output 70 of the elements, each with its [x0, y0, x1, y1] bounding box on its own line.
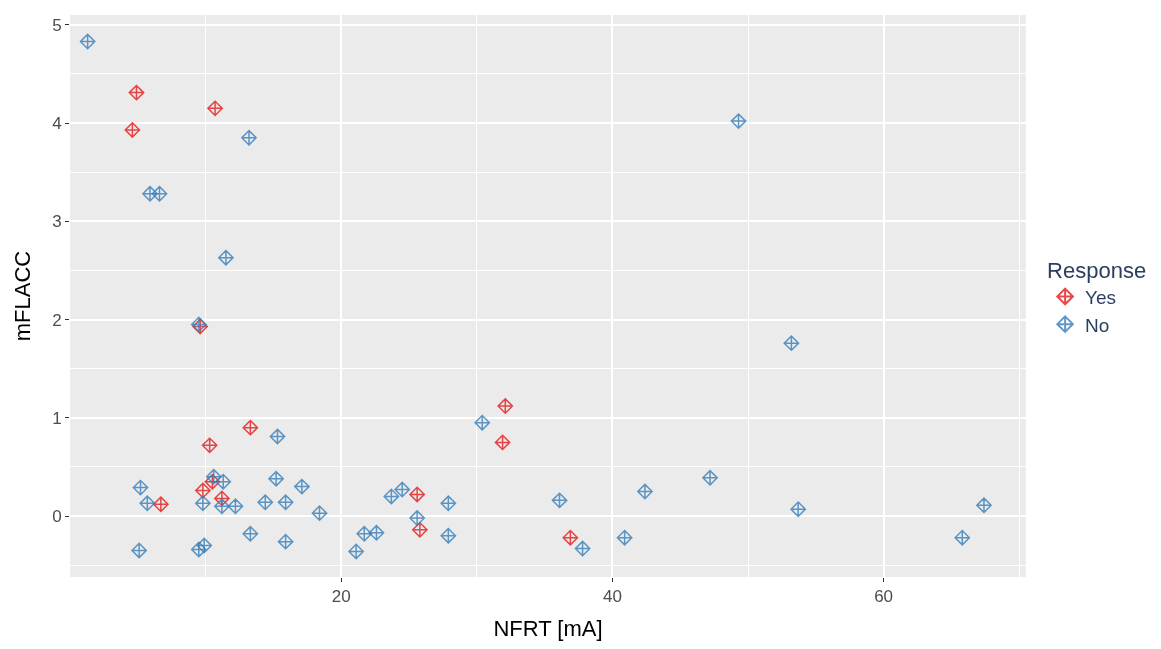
point: [368, 524, 385, 541]
point: [954, 529, 971, 546]
point: [702, 469, 718, 486]
point: [131, 542, 148, 559]
point: [409, 486, 426, 503]
point: [277, 494, 294, 511]
point: [293, 478, 310, 495]
point: [311, 505, 328, 522]
point: [79, 33, 96, 50]
point: [394, 481, 411, 498]
y-tick-label: 4: [52, 114, 62, 134]
point: [215, 473, 232, 490]
x-tick-label: 20: [331, 587, 351, 607]
point: [440, 495, 457, 512]
y-tick-label: 3: [52, 212, 62, 232]
point: [356, 525, 373, 542]
point: [383, 488, 400, 505]
point: [152, 496, 169, 513]
point: [124, 122, 141, 138]
point: [242, 525, 259, 542]
point: [194, 495, 211, 512]
point: [562, 529, 579, 546]
point: [497, 398, 514, 414]
point: [411, 521, 428, 538]
point: [218, 249, 234, 266]
point: [201, 437, 218, 454]
point: [551, 492, 568, 509]
point: [190, 541, 207, 558]
point: [194, 482, 211, 499]
point: [241, 129, 257, 146]
x-tick-label: 40: [602, 587, 622, 607]
point: [348, 543, 365, 560]
point: [213, 490, 230, 507]
point: [637, 483, 653, 500]
y-tick-label: 5: [52, 15, 62, 35]
point: [196, 537, 213, 554]
legend-title: Response: [1047, 257, 1147, 283]
point: [207, 100, 223, 117]
point: [151, 185, 168, 202]
point: [242, 419, 259, 436]
point: [269, 428, 286, 445]
y-tick-label: 1: [52, 408, 62, 428]
y-tick-label: 0: [52, 507, 62, 527]
point: [277, 533, 294, 550]
point: [616, 529, 633, 546]
y-axis-title: mFLACC: [9, 250, 35, 342]
point: [128, 84, 145, 101]
y-tick-label: 2: [52, 310, 62, 330]
point: [132, 479, 149, 496]
legend-label: Yes: [1085, 286, 1117, 308]
point: [142, 185, 158, 202]
point: [205, 468, 222, 485]
x-tick-label: 60: [874, 587, 894, 607]
point: [783, 335, 800, 352]
point: [976, 497, 992, 514]
point: [790, 501, 807, 518]
point: [227, 498, 244, 515]
point: [494, 434, 511, 451]
x-axis-title: NFRT [mA]: [493, 616, 603, 642]
point: [574, 540, 591, 557]
point: [730, 113, 747, 130]
point: [139, 495, 156, 512]
point: [474, 414, 491, 431]
point: [213, 498, 230, 515]
point: [409, 510, 426, 526]
legend-label: No: [1085, 314, 1110, 336]
point: [268, 470, 285, 487]
point: [204, 473, 221, 490]
point: [257, 494, 274, 511]
point: [440, 527, 457, 544]
